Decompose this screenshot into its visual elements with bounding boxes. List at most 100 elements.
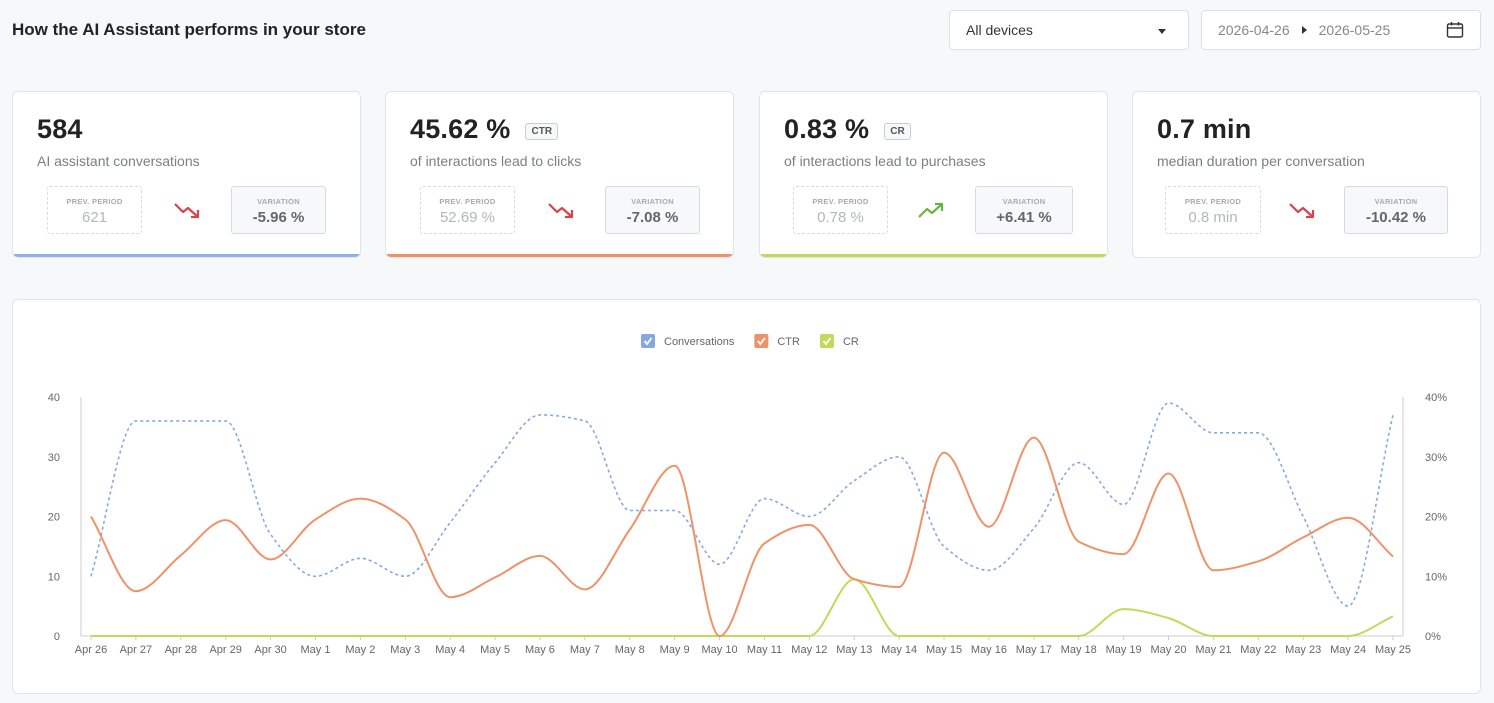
x-tick-label: May 16 (971, 644, 1007, 656)
x-tick-label: May 17 (1016, 644, 1052, 656)
device-select[interactable]: All devices (949, 10, 1189, 50)
kpi-value: 0.83 % (784, 114, 870, 144)
calendar-icon[interactable] (1446, 21, 1464, 39)
kpi-tag: CTR (525, 122, 559, 140)
trend-down-icon (174, 203, 200, 219)
x-tick-label: May 10 (702, 644, 738, 656)
y-left-tick-label: 40 (48, 392, 60, 404)
variation-label: VARIATION (257, 197, 300, 206)
series-line-ctr (90, 436, 1394, 638)
date-end[interactable]: 2026-05-25 (1318, 22, 1391, 38)
prev-period-label: PREV. PERIOD (1184, 197, 1242, 206)
y-right-tick-label: 20% (1425, 512, 1447, 524)
card-accent-bar (386, 254, 733, 257)
kpi-value: 0.7 min (1157, 114, 1252, 144)
variation-value: -10.42 % (1365, 209, 1427, 226)
x-tick-label: May 8 (615, 644, 645, 656)
prev-period-value: 52.69 % (439, 209, 496, 226)
x-tick-label: May 24 (1330, 644, 1366, 656)
x-tick-label: May 18 (1061, 644, 1097, 656)
legend-label: CTR (777, 336, 800, 348)
card-accent-bar (760, 254, 1107, 257)
date-range-picker[interactable]: 2026-04-26 2026-05-25 (1201, 10, 1481, 50)
legend-item-cr[interactable]: CR (819, 334, 859, 348)
prev-period-label: PREV. PERIOD (812, 197, 869, 206)
x-tick-label: May 2 (345, 644, 375, 656)
check-icon (822, 337, 832, 346)
kpi-tag: CR (884, 122, 911, 140)
variation-box: VARIATION -10.42 % (1344, 186, 1448, 234)
kpi-card-conversations: 584 AI assistant conversations PREV. PER… (12, 91, 361, 258)
y-left-tick-label: 20 (48, 512, 60, 524)
x-tick-label: May 21 (1195, 644, 1231, 656)
x-tick-label: Apr 29 (209, 644, 241, 656)
y-left-tick-label: 10 (48, 571, 60, 583)
x-tick-label: May 22 (1240, 644, 1276, 656)
trend-down-icon (548, 203, 574, 219)
variation-label: VARIATION (631, 197, 674, 206)
x-tick-label: May 14 (881, 644, 917, 656)
check-icon (643, 337, 653, 346)
x-tick-label: May 1 (300, 644, 330, 656)
variation-label: VARIATION (1002, 197, 1046, 206)
x-tick-label: May 9 (660, 644, 690, 656)
kpi-description: median duration per conversation (1157, 153, 1365, 169)
legend-item-ctr[interactable]: CTR (754, 334, 800, 348)
prev-period-label: PREV. PERIOD (66, 197, 123, 206)
prev-period-box: PREV. PERIOD 52.69 % (420, 186, 515, 234)
x-tick-label: Apr 28 (165, 644, 197, 656)
variation-value: +6.41 % (996, 209, 1052, 226)
variation-box: VARIATION -7.08 % (605, 186, 700, 234)
prev-period-box: PREV. PERIOD 0.78 % (793, 186, 888, 234)
x-tick-label: May 13 (836, 644, 872, 656)
x-tick-label: May 20 (1150, 644, 1186, 656)
date-start[interactable]: 2026-04-26 (1218, 22, 1290, 38)
y-right-tick-label: 10% (1425, 571, 1447, 583)
arrow-right-icon (1301, 26, 1307, 34)
legend-checkbox[interactable] (641, 334, 655, 348)
x-tick-label: May 5 (480, 644, 510, 656)
y-right-tick-label: 30% (1425, 452, 1447, 464)
variation-label: VARIATION (1374, 197, 1418, 206)
legend-label: Conversations (664, 336, 735, 348)
legend-checkbox[interactable] (754, 334, 769, 348)
prev-period-value: 621 (81, 209, 108, 226)
x-tick-label: May 4 (435, 644, 465, 656)
kpi-value: 584 (37, 114, 83, 144)
x-tick-label: May 12 (791, 644, 827, 656)
chevron-down-icon (1158, 29, 1166, 34)
kpi-card-duration: 0.7 min median duration per conversation… (1132, 91, 1481, 258)
x-tick-label: May 15 (926, 644, 962, 656)
x-tick-label: Apr 26 (75, 644, 107, 656)
x-tick-label: May 11 (747, 644, 782, 656)
x-tick-label: May 23 (1285, 644, 1321, 656)
y-right-tick-label: 0% (1425, 631, 1441, 643)
kpi-value: 45.62 % (410, 114, 511, 144)
legend-item-conversations[interactable]: Conversations (641, 334, 735, 348)
kpi-card-cr: 0.83 % CR of interactions lead to purcha… (759, 91, 1108, 258)
series-line-cr (91, 578, 1394, 637)
variation-box: VARIATION -5.96 % (231, 186, 326, 234)
performance-line-chart: 0 10 20 30 40 0% 10% 20% 30% 40% Apr 26 Apr 27 Apr 2… (48, 334, 1447, 656)
legend-checkbox[interactable] (819, 334, 834, 348)
trend-down-icon (1289, 203, 1315, 219)
kpi-card-ctr: 45.62 % CTR of interactions lead to clic… (385, 91, 734, 258)
series-line-conversations (90, 402, 1394, 607)
check-icon (757, 337, 766, 346)
x-tick-label: May 3 (390, 644, 420, 656)
y-left-tick-label: 30 (48, 452, 60, 464)
x-tick-label: May 6 (525, 644, 555, 656)
variation-box: VARIATION +6.41 % (975, 186, 1073, 234)
page-title: How the AI Assistant performs in your st… (12, 20, 366, 39)
kpi-description: AI assistant conversations (37, 153, 200, 169)
prev-period-value: 0.78 % (817, 209, 864, 226)
prev-period-box: PREV. PERIOD 0.8 min (1165, 186, 1261, 234)
trend-up-icon (918, 202, 944, 218)
chart-card: 0 10 20 30 40 0% 10% 20% 30% 40% Apr 26 Apr 27 Apr 2… (12, 299, 1481, 694)
device-select-value: All devices (966, 22, 1033, 38)
y-right-tick-label: 40% (1425, 392, 1447, 404)
x-tick-label: May 7 (570, 644, 600, 656)
card-accent-bar (13, 254, 360, 257)
prev-period-value: 0.8 min (1188, 209, 1238, 226)
x-tick-label: May 19 (1106, 644, 1142, 656)
